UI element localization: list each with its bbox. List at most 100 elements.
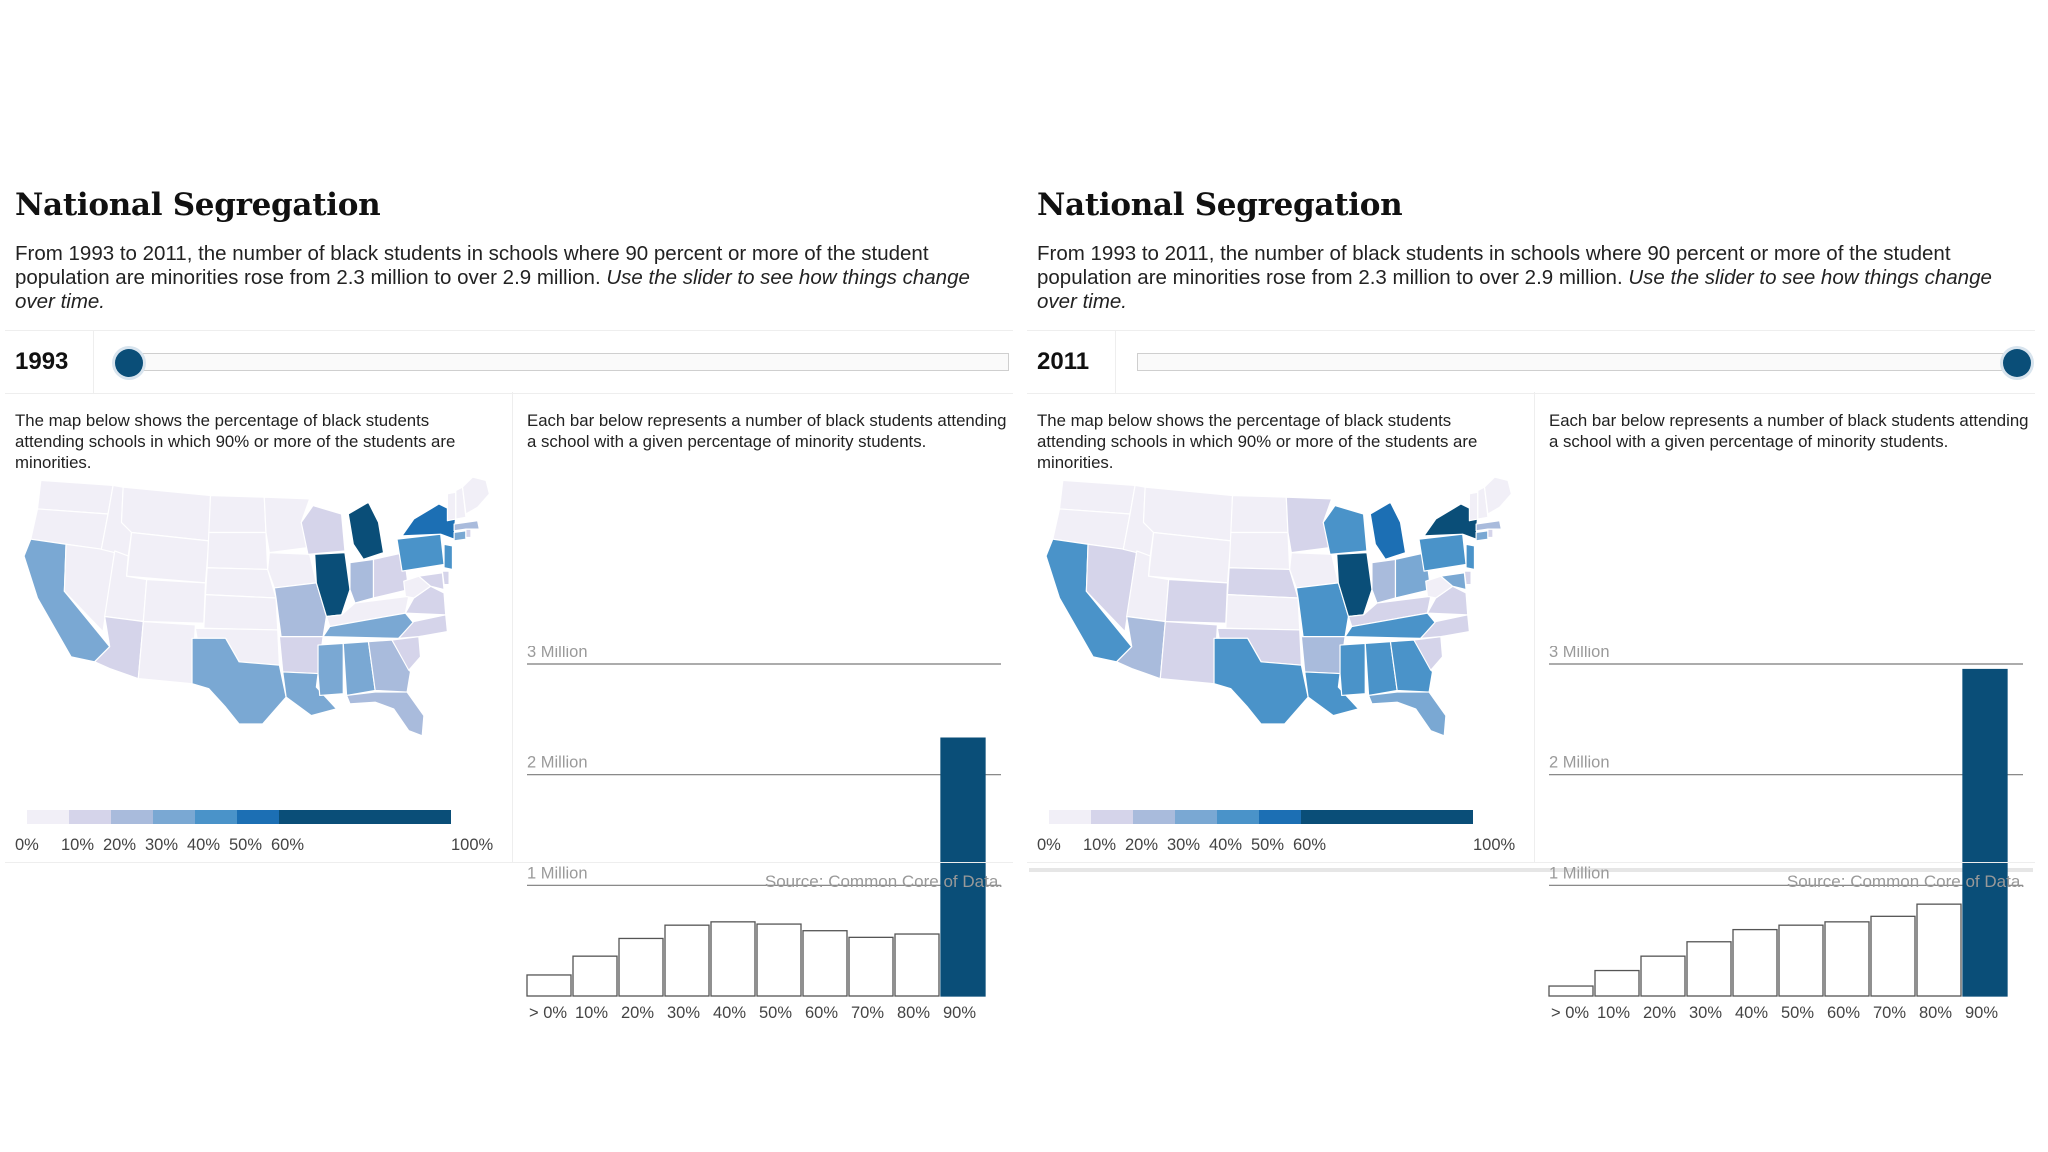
legend-swatch bbox=[1049, 810, 1091, 824]
state-ne bbox=[1226, 567, 1299, 599]
map-description: The map below shows the percentage of bl… bbox=[1037, 411, 1478, 472]
legend-swatch bbox=[279, 810, 451, 824]
legend-swatch bbox=[1091, 810, 1133, 824]
legend-label: 60% bbox=[1293, 836, 1326, 854]
year-slider-handle[interactable] bbox=[115, 349, 143, 377]
legend-swatch bbox=[195, 810, 237, 824]
state-ct bbox=[453, 530, 467, 542]
bar bbox=[1640, 955, 1686, 997]
x-tick-label: 70% bbox=[1873, 1004, 1906, 1022]
legend-label: 100% bbox=[1473, 836, 1516, 854]
x-tick-label: 50% bbox=[759, 1004, 792, 1022]
row-divider bbox=[93, 331, 94, 393]
state-de bbox=[441, 570, 450, 586]
legend-label: 10% bbox=[61, 836, 94, 854]
state-wa bbox=[36, 479, 114, 515]
intro-text: From 1993 to 2011, the number of black s… bbox=[15, 242, 1005, 314]
state-wi bbox=[1322, 505, 1368, 555]
y-tick-label: 3 Million bbox=[527, 646, 588, 661]
bar bbox=[1916, 903, 1962, 997]
x-tick-label: 60% bbox=[805, 1004, 838, 1022]
bar bbox=[1594, 969, 1640, 997]
legend-label: 20% bbox=[1125, 836, 1158, 854]
x-tick-label: 10% bbox=[1597, 1004, 1630, 1022]
year-slider-row: 2011 bbox=[1027, 330, 2035, 394]
panel-title: National Segregation bbox=[15, 187, 381, 223]
state-nd bbox=[208, 494, 267, 534]
state-md bbox=[1440, 572, 1467, 591]
state-nj bbox=[1465, 543, 1476, 571]
year-slider-track[interactable] bbox=[115, 353, 1009, 371]
state-de bbox=[1463, 570, 1472, 586]
state-me bbox=[1483, 476, 1512, 515]
state-fl bbox=[1368, 691, 1447, 737]
state-mi bbox=[347, 501, 385, 560]
x-tick-label: 70% bbox=[851, 1004, 884, 1022]
chart-panel-1993: National Segregation From 1993 to 2011, … bbox=[5, 176, 1013, 1022]
us-choropleth-map bbox=[1045, 476, 1512, 737]
x-tick-label: 20% bbox=[621, 1004, 654, 1022]
state-ri bbox=[1487, 528, 1494, 539]
x-tick-label: 40% bbox=[713, 1004, 746, 1022]
legend-label: 60% bbox=[271, 836, 304, 854]
x-tick-label: 80% bbox=[1919, 1004, 1952, 1022]
chart-panel-2011: National Segregation From 1993 to 2011, … bbox=[1027, 176, 2035, 1022]
state-vt bbox=[446, 491, 457, 522]
state-wv bbox=[1425, 575, 1454, 599]
state-vt bbox=[1468, 491, 1479, 522]
intro-plain: From 1993 to 2011, the number of black s… bbox=[15, 242, 929, 289]
state-wy bbox=[125, 531, 210, 584]
x-tick-label: 90% bbox=[943, 1004, 976, 1022]
legend-swatch bbox=[1175, 810, 1217, 824]
legend-label: 40% bbox=[1209, 836, 1242, 854]
year-label: 1993 bbox=[15, 348, 69, 375]
y-tick-label: 3 Million bbox=[1549, 646, 1610, 661]
state-me bbox=[461, 476, 490, 515]
x-tick-label: 20% bbox=[1643, 1004, 1676, 1022]
year-slider-track[interactable] bbox=[1137, 353, 2031, 371]
state-ga bbox=[367, 639, 412, 693]
map-states bbox=[23, 476, 490, 737]
distribution-bar-chart: 1 Million 2 Million 3 Million > 0% 10% 20% 30%… bbox=[526, 646, 1001, 1022]
state-nv bbox=[63, 543, 116, 633]
state-va bbox=[1426, 585, 1469, 616]
state-ia bbox=[1289, 552, 1339, 589]
state-sd bbox=[1228, 531, 1291, 571]
state-ne bbox=[204, 567, 277, 599]
bar bbox=[894, 933, 940, 997]
column-divider bbox=[512, 392, 513, 862]
legend-label: 0% bbox=[15, 836, 39, 854]
legend-swatch bbox=[1217, 810, 1259, 824]
state-ks bbox=[203, 594, 279, 631]
x-tick-label: 10% bbox=[575, 1004, 608, 1022]
state-in bbox=[1371, 558, 1397, 604]
year-slider-handle[interactable] bbox=[2003, 349, 2031, 377]
legend-swatch bbox=[1133, 810, 1175, 824]
legend-swatch bbox=[69, 810, 111, 824]
bar bbox=[802, 930, 848, 997]
bar bbox=[1778, 924, 1824, 997]
legend-label: 50% bbox=[1251, 836, 1284, 854]
intro-text: From 1993 to 2011, the number of black s… bbox=[1037, 242, 2027, 314]
legend-label: 10% bbox=[1083, 836, 1116, 854]
state-ma bbox=[1475, 520, 1502, 532]
x-tick-label: 60% bbox=[1827, 1004, 1860, 1022]
chart-body: The map below shows the percentage of bl… bbox=[5, 392, 1013, 862]
state-nj bbox=[443, 543, 454, 571]
state-md bbox=[418, 572, 445, 591]
panel-bottom-border bbox=[1027, 862, 2035, 863]
legend-label: 20% bbox=[103, 836, 136, 854]
chart-body: The map below shows the percentage of bl… bbox=[1027, 392, 2035, 862]
bar bbox=[756, 923, 802, 997]
color-scale-legend: 0% 10% 20% 30% 40% 50% 60% 100% bbox=[15, 810, 494, 854]
state-nd bbox=[1230, 494, 1289, 534]
state-wa bbox=[1058, 479, 1136, 515]
year-label: 2011 bbox=[1037, 348, 1090, 375]
legend-label: 30% bbox=[1167, 836, 1200, 854]
legend-swatch bbox=[111, 810, 153, 824]
state-nc bbox=[1420, 614, 1470, 639]
bar bbox=[618, 937, 664, 997]
x-tick-label: 30% bbox=[1689, 1004, 1722, 1022]
state-co bbox=[142, 578, 207, 624]
state-in bbox=[349, 558, 375, 604]
